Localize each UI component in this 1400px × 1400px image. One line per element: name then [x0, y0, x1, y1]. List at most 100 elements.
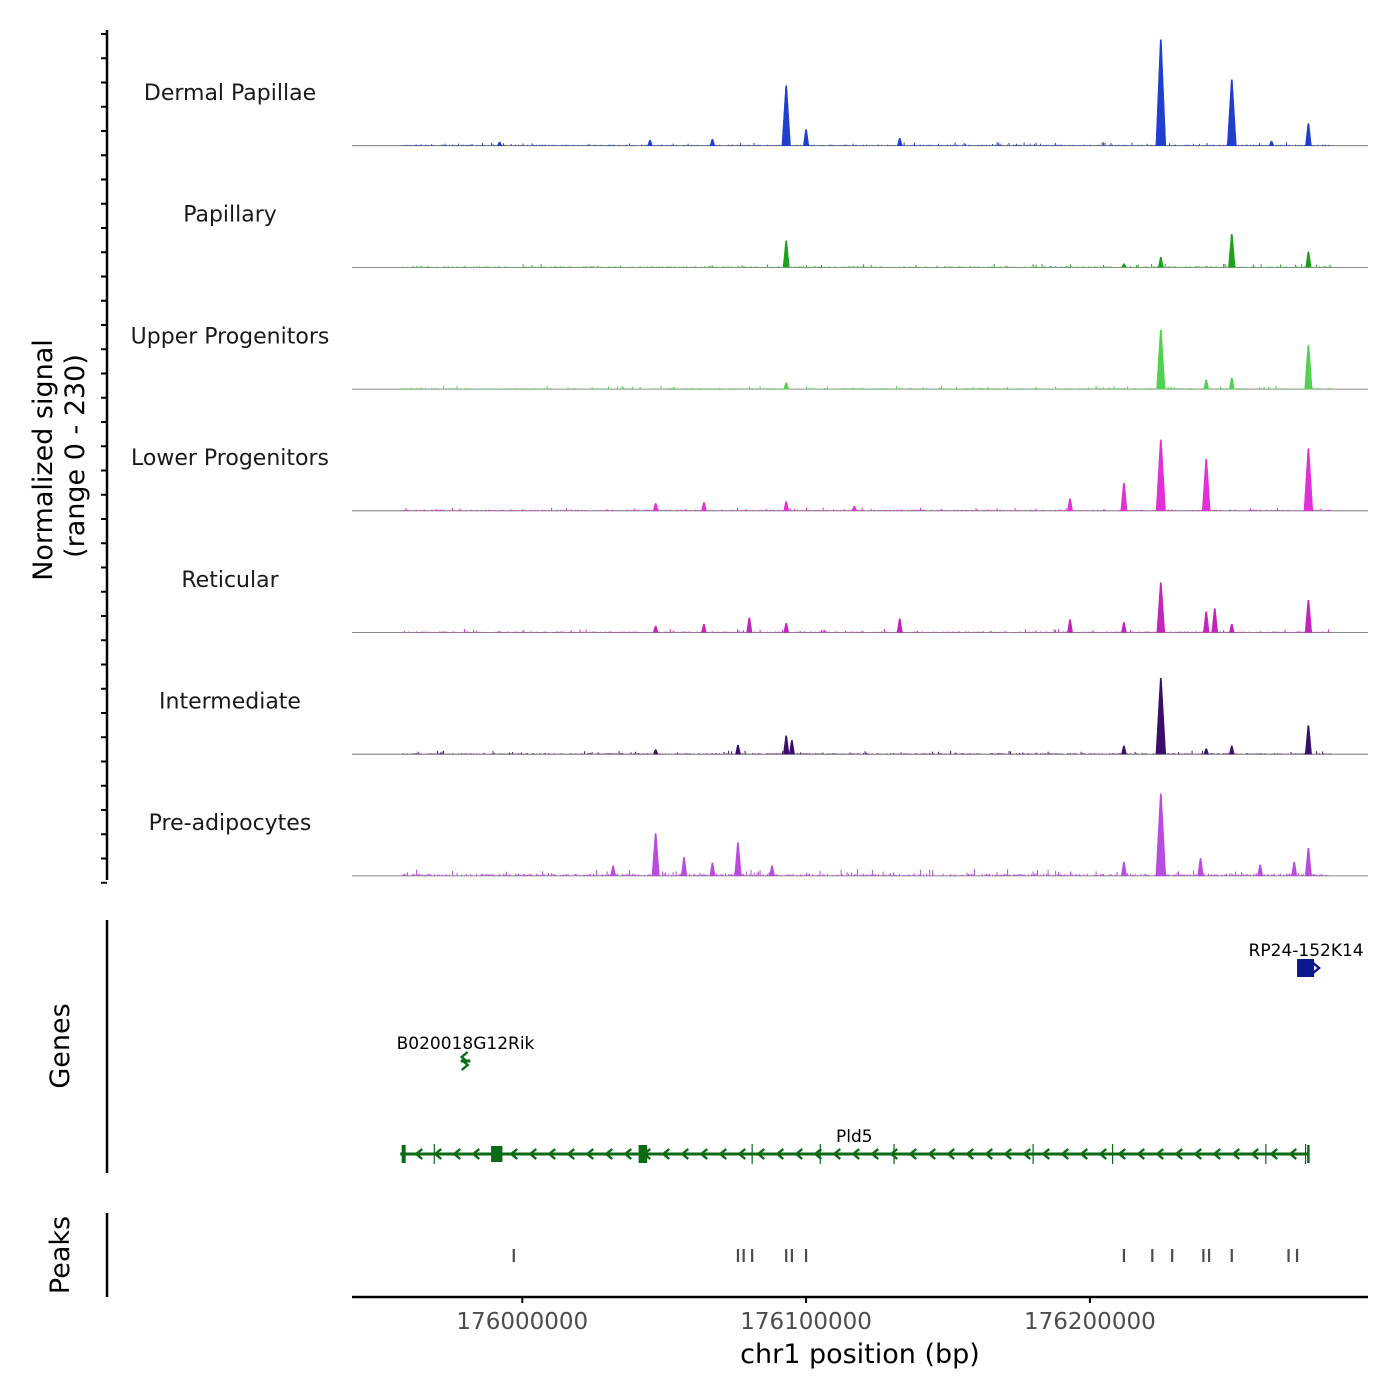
x-axis: 176000000 176100000 176200000 — [352, 1295, 1368, 1335]
left-axes — [101, 30, 109, 1297]
coverage-background — [402, 629, 1331, 633]
strand-arrow — [1193, 1148, 1203, 1160]
coverage-peak — [788, 740, 795, 755]
coverage-peak — [1067, 619, 1073, 633]
coverage-peak — [709, 862, 716, 877]
strand-arrow — [775, 1148, 785, 1160]
coverage-peak — [1121, 622, 1127, 633]
coverage-peak — [1228, 377, 1235, 390]
coverage-peak — [1203, 379, 1210, 390]
coverage-peak — [1304, 345, 1313, 390]
coverage-peak — [1120, 861, 1127, 877]
strand-arrow — [1098, 1148, 1108, 1160]
strand-arrow — [452, 1148, 462, 1160]
strand-arrow — [460, 1059, 470, 1071]
gene-label: RP24-152K14 — [1249, 941, 1364, 961]
gene-exon — [1297, 959, 1315, 977]
gene-b020018g12rik: B020018G12Rik — [397, 1034, 535, 1071]
strand-arrow — [984, 1148, 994, 1160]
coverage-peak — [1203, 611, 1210, 633]
coverage-peak — [1304, 725, 1312, 755]
track-label: Lower Progenitors — [131, 446, 329, 471]
coverage-peak — [1155, 677, 1167, 755]
coverage-peak — [1291, 861, 1298, 877]
coverage-background — [402, 750, 1331, 755]
coverage-peak — [803, 129, 810, 146]
strand-arrow — [1022, 1148, 1032, 1160]
strand-arrow — [585, 1148, 595, 1160]
coverage-peak — [746, 617, 753, 633]
track-label: Reticular — [181, 568, 279, 593]
strand-arrow — [1174, 1148, 1184, 1160]
coverage-background — [402, 869, 1331, 876]
gene-exon — [638, 1145, 648, 1163]
track-label: Papillary — [183, 203, 277, 228]
coverage-peak — [1268, 140, 1275, 146]
coverage-peak — [701, 623, 707, 633]
strand-arrow — [1003, 1148, 1013, 1160]
x-tick-label: 176200000 — [1024, 1309, 1156, 1335]
strand-arrow — [1079, 1148, 1089, 1160]
gene-track: RP24-152K14 B020018G12Rik Pld5 — [397, 941, 1364, 1164]
strand-arrow — [1231, 1148, 1241, 1160]
coverage-peak — [652, 625, 659, 633]
coverage-peak — [1201, 458, 1211, 512]
coverage-peak — [1304, 847, 1312, 877]
coverage-background — [402, 507, 1331, 511]
track-label: Dermal Papillae — [144, 81, 316, 106]
strand-arrow — [927, 1148, 937, 1160]
coverage-peak — [1203, 748, 1209, 755]
strand-arrow — [566, 1148, 576, 1160]
coverage-peak — [1120, 482, 1128, 512]
coverage-peak — [1155, 39, 1167, 146]
strand-arrow — [414, 1148, 424, 1160]
coverage-peak — [1156, 329, 1166, 390]
track-label: Upper Progenitors — [131, 324, 330, 349]
gene-label: Pld5 — [836, 1127, 873, 1147]
strand-arrow — [1060, 1148, 1070, 1160]
coverage-peak — [1157, 257, 1164, 268]
coverage-peak — [1155, 793, 1167, 877]
coverage-peak — [781, 85, 791, 146]
coverage-peak — [651, 833, 660, 877]
coverage-peak — [783, 382, 789, 390]
coverage-peak — [735, 744, 741, 755]
coverage-peak — [1305, 251, 1312, 268]
coverage-peak — [782, 240, 790, 268]
strand-arrow — [1117, 1148, 1127, 1160]
strand-arrow — [471, 1148, 481, 1160]
coverage-peak — [680, 857, 688, 877]
strand-arrow — [528, 1148, 538, 1160]
coverage-peak — [1211, 608, 1219, 633]
coverage-peak — [1156, 582, 1166, 633]
coverage-background — [402, 385, 1331, 390]
coverage-peak — [783, 623, 790, 633]
strand-arrow — [680, 1148, 690, 1160]
coverage-peak — [1226, 79, 1237, 146]
peaks-y-axis-title: Peaks — [45, 1216, 76, 1294]
strand-arrow — [870, 1148, 880, 1160]
strand-arrow — [1212, 1148, 1222, 1160]
genes-y-axis-title: Genes — [45, 1003, 76, 1088]
strand-arrow — [908, 1148, 918, 1160]
coverage-peak — [647, 139, 653, 146]
coverage-background — [402, 264, 1331, 268]
coverage-peak — [734, 842, 742, 877]
coverage-peak — [783, 501, 790, 512]
x-tick-label: 176100000 — [740, 1309, 872, 1335]
strand-arrow — [1136, 1148, 1146, 1160]
track-papillary: Papillary — [183, 203, 1368, 268]
track-intermediate: Intermediate — [159, 677, 1368, 755]
gene-exon — [401, 1145, 406, 1163]
track-label: Intermediate — [159, 690, 301, 715]
strand-arrow — [623, 1148, 633, 1160]
strand-arrow — [889, 1148, 899, 1160]
gene-pld5: Pld5 — [400, 1127, 1310, 1164]
strand-arrow — [794, 1148, 804, 1160]
track-label: Pre-adipocytes — [149, 811, 312, 836]
coverage-peak — [1303, 448, 1314, 512]
strand-arrow — [1155, 1148, 1165, 1160]
track-pre-adipocytes: Pre-adipocytes — [149, 793, 1368, 877]
strand-arrow — [1041, 1148, 1051, 1160]
